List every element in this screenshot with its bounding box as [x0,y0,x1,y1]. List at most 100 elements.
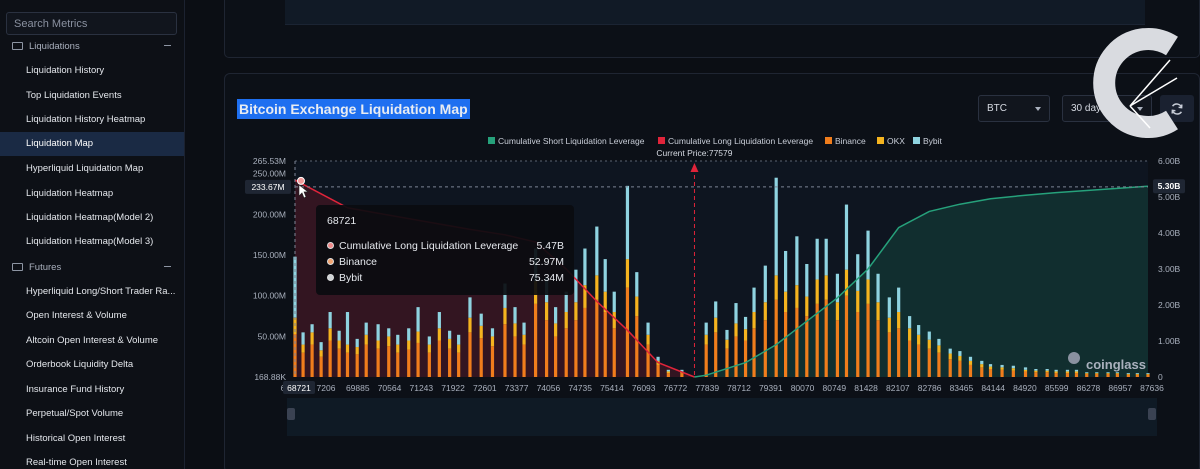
bar-binance [1045,372,1049,377]
bar-okx [490,336,495,347]
section-futures[interactable]: Futures [0,257,185,277]
bar-okx [784,291,788,313]
legend-swatch [913,137,920,144]
bar-binance [407,349,411,377]
bar-bybit [666,369,670,372]
bar-bybit [337,330,341,341]
bar-binance [522,344,526,377]
bar-okx [795,285,799,308]
bar-binance [319,356,323,377]
bar-bybit [513,307,517,324]
bar-bybit [1126,373,1130,374]
coin-select[interactable]: BTC [978,95,1050,122]
bar-binance [725,348,729,377]
sidebar-item-insurance-fund-history[interactable]: Insurance Fund History [26,384,125,395]
x-tick-label: 71243 [409,383,433,393]
bar-bybit [680,369,684,372]
bar-binance [1023,371,1028,377]
bar-okx [1146,373,1150,375]
bar-bybit [625,185,630,260]
bar-binance [513,336,517,377]
bar-bybit [479,313,483,326]
bar-bybit [1085,372,1089,374]
x-tick-label: 7206 [317,383,336,393]
bar-bybit [646,322,650,335]
bar-bybit [345,312,350,345]
sidebar-item-hyperliquid-long-short[interactable]: Hyperliquid Long/Short Trader Ra... [26,286,176,297]
sidebar-item-realtime-open-interest[interactable]: Real-time Open Interest [26,457,127,468]
sidebar-item-liquidation-history-heatmap[interactable]: Liquidation History Heatmap [26,114,146,125]
bar-bybit [376,324,380,341]
bar-bybit [583,248,587,286]
sidebar-item-liquidation-history[interactable]: Liquidation History [26,65,105,76]
bar-binance [656,364,660,377]
section-liquidations[interactable]: Liquidations [0,36,185,56]
bar-bybit [1034,368,1038,371]
crosshair-y-left-label: 233.67M [251,182,284,192]
sidebar-item-liquidation-heatmap-model-2[interactable]: Liquidation Heatmap(Model 2) [26,212,154,223]
bar-binance [448,348,452,377]
sidebar-item-historical-open-interest[interactable]: Historical Open Interest [26,433,126,444]
bar-binance [937,352,941,377]
refresh-icon [1171,102,1183,115]
sidebar-item-altcoin-open-interest[interactable]: Altcoin Open Interest & Volume [26,335,159,346]
bar-binance [337,348,341,377]
range-slider-left-handle[interactable] [287,408,295,420]
bar-bybit [805,263,809,297]
crosshair-point [297,176,305,185]
coinglass-logo-icon [1068,352,1080,364]
bar-bybit [319,342,323,351]
x-tick-label: 76772 [664,383,688,393]
sidebar-item-liquidation-heatmap-model-3[interactable]: Liquidation Heatmap(Model 3) [26,236,154,247]
bar-okx [1115,373,1119,374]
range-slider-right-handle[interactable] [1148,408,1156,420]
bar-okx [1074,371,1079,374]
bar-okx [603,291,607,313]
long-dot-icon [327,242,334,249]
bar-okx [1095,373,1099,374]
bar-okx [1065,371,1070,374]
bar-bybit [1115,372,1119,374]
section-label: Liquidations [29,40,80,52]
tooltip-title: 68721 [327,215,357,227]
bar-bybit [457,334,461,345]
crosshair-y-right-label: 5.30B [1158,181,1181,191]
sidebar-item-liquidation-map[interactable]: Liquidation Map [0,132,184,156]
crosshair-y-right-box [1153,179,1185,194]
bar-bybit [866,230,870,280]
folder-icon [12,42,23,50]
bar-bybit [752,287,756,313]
search-metrics-input[interactable] [6,12,177,35]
bar-bybit [876,273,880,303]
bar-binance [876,320,880,377]
range-slider-track [287,398,1157,436]
bar-binance [1106,373,1110,377]
bar-bybit [595,226,599,276]
bar-binance [824,299,828,377]
bar-okx [437,328,441,341]
bar-okx [646,334,650,345]
tooltip-row-binance: Binance 52.97M [327,254,564,269]
bar-okx [958,355,962,361]
bar-okx [387,336,391,347]
sidebar-item-orderbook-liquidity-delta[interactable]: Orderbook Liquidity Delta [26,359,134,370]
bar-binance [1135,374,1139,377]
bar-binance [897,328,901,377]
sidebar: Liquidations Liquidation History Top Liq… [0,0,185,469]
sidebar-item-perpetual-spot-volume[interactable]: Perpetual/Spot Volume [26,408,124,419]
collapse-icon[interactable] [164,266,171,267]
folder-icon [12,263,23,271]
sidebar-item-open-interest-volume[interactable]: Open Interest & Volume [26,310,127,321]
bar-binance [980,367,984,377]
bar-okx [988,366,993,369]
y-left-tick-label: 50.00M [258,331,286,341]
sidebar-item-hyperliquid-liquidation-map[interactable]: Hyperliquid Liquidation Map [26,163,144,174]
bar-binance [574,320,578,377]
tooltip-row-name: Cumulative Long Liquidation Leverage [339,239,519,252]
sidebar-item-top-liquidation-events[interactable]: Top Liquidation Events [26,90,122,101]
collapse-icon[interactable] [164,45,171,46]
sidebar-item-liquidation-heatmap[interactable]: Liquidation Heatmap [26,188,114,199]
y-right-tick-label: 0 [1158,372,1163,382]
bar-binance [1054,373,1058,377]
